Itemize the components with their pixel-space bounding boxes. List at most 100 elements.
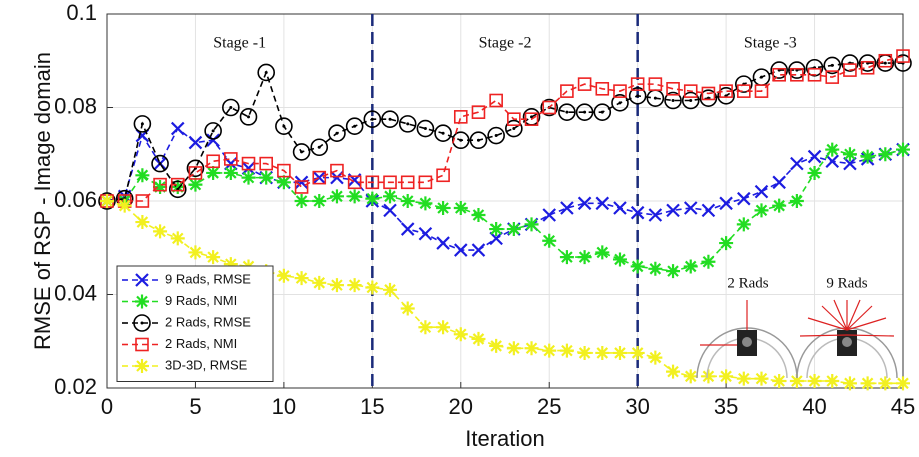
marker-shape bbox=[135, 273, 149, 287]
marker-shape bbox=[825, 373, 840, 388]
marker-shape bbox=[381, 110, 399, 128]
marker-shape bbox=[222, 98, 240, 117]
marker-dot bbox=[300, 150, 304, 154]
marker-shape bbox=[312, 194, 327, 208]
marker bbox=[772, 67, 786, 82]
marker-shape bbox=[471, 331, 486, 346]
marker-dot bbox=[282, 124, 286, 128]
marker-shape bbox=[206, 154, 220, 169]
marker-dot bbox=[565, 110, 569, 114]
marker-shape bbox=[648, 208, 663, 222]
marker-shape bbox=[487, 126, 505, 145]
marker-shape bbox=[223, 165, 238, 180]
marker-dot bbox=[494, 134, 498, 138]
x-tick-label: 35 bbox=[714, 394, 738, 419]
marker bbox=[400, 301, 415, 316]
marker bbox=[383, 189, 398, 204]
marker bbox=[400, 222, 415, 236]
marker bbox=[736, 217, 751, 232]
marker-shape bbox=[489, 222, 504, 237]
marker-dot bbox=[618, 101, 622, 105]
marker-shape bbox=[558, 103, 576, 121]
marker bbox=[754, 371, 769, 386]
marker-shape bbox=[860, 376, 875, 391]
marker bbox=[294, 180, 309, 194]
marker bbox=[542, 343, 557, 358]
marker-shape bbox=[151, 154, 169, 173]
marker bbox=[471, 105, 486, 119]
marker bbox=[772, 373, 787, 388]
marker-shape bbox=[347, 175, 362, 190]
marker bbox=[577, 250, 592, 265]
marker bbox=[294, 271, 309, 286]
marker bbox=[825, 142, 840, 157]
marker bbox=[842, 147, 857, 162]
marker-shape bbox=[294, 180, 309, 194]
marker bbox=[719, 196, 733, 211]
marker-shape bbox=[719, 369, 734, 384]
marker-shape bbox=[454, 243, 468, 257]
legend-label: 9 Rads, RMSE bbox=[165, 271, 251, 286]
marker bbox=[630, 345, 645, 360]
marker-shape bbox=[842, 147, 857, 162]
marker bbox=[135, 194, 150, 208]
marker bbox=[170, 177, 185, 192]
marker-shape bbox=[719, 196, 733, 211]
marker-shape bbox=[153, 177, 167, 192]
marker bbox=[400, 175, 415, 190]
marker-dot bbox=[247, 115, 251, 119]
marker-shape bbox=[135, 215, 150, 230]
marker bbox=[347, 175, 362, 190]
marker-shape bbox=[135, 194, 150, 208]
marker-shape bbox=[135, 168, 150, 183]
series-line bbox=[106, 127, 904, 251]
marker bbox=[206, 165, 221, 180]
marker-shape bbox=[843, 63, 857, 77]
marker-dot bbox=[140, 122, 144, 126]
marker bbox=[559, 343, 574, 358]
marker-dot bbox=[830, 63, 834, 67]
legend-label: 3D-3D, RMSE bbox=[165, 357, 248, 372]
marker bbox=[292, 143, 311, 161]
marker bbox=[648, 261, 663, 276]
marker bbox=[436, 201, 451, 216]
marker-shape bbox=[613, 84, 627, 98]
marker-shape bbox=[489, 93, 503, 108]
marker bbox=[365, 191, 380, 206]
marker bbox=[418, 175, 433, 190]
marker bbox=[860, 60, 875, 75]
marker-shape bbox=[593, 103, 612, 121]
marker bbox=[577, 345, 592, 360]
marker bbox=[754, 84, 769, 98]
marker bbox=[135, 337, 149, 352]
marker bbox=[666, 82, 680, 96]
marker-shape bbox=[737, 191, 751, 206]
marker-shape bbox=[770, 61, 788, 79]
marker-shape bbox=[275, 117, 293, 135]
marker bbox=[524, 217, 539, 232]
legend-label: 2 Rads, NMI bbox=[165, 336, 237, 351]
marker-shape bbox=[153, 179, 168, 194]
marker bbox=[719, 369, 734, 384]
marker bbox=[683, 201, 698, 215]
marker-shape bbox=[666, 364, 681, 379]
marker-shape bbox=[823, 56, 842, 75]
marker-shape bbox=[170, 177, 185, 192]
marker-shape bbox=[277, 163, 291, 178]
marker-shape bbox=[276, 175, 291, 190]
marker bbox=[683, 259, 698, 274]
marker bbox=[701, 203, 716, 218]
marker bbox=[630, 77, 645, 91]
marker bbox=[135, 168, 150, 183]
series bbox=[100, 194, 910, 391]
marker-shape bbox=[188, 245, 203, 260]
marker bbox=[613, 84, 627, 98]
marker-shape bbox=[807, 165, 822, 180]
y-tick-label: 0.02 bbox=[54, 374, 97, 399]
marker-dot bbox=[600, 110, 604, 114]
marker-shape bbox=[790, 67, 804, 82]
marker-shape bbox=[701, 203, 716, 218]
marker bbox=[595, 345, 610, 360]
marker bbox=[701, 369, 716, 384]
marker bbox=[170, 231, 185, 246]
